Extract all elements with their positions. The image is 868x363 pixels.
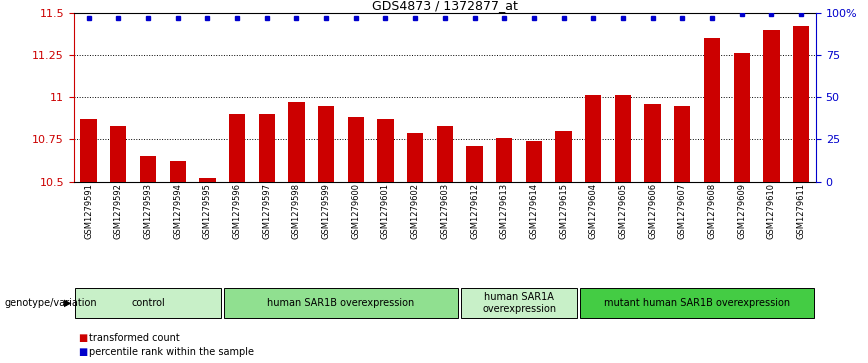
Text: GSM1279613: GSM1279613 bbox=[500, 183, 509, 240]
Text: GSM1279601: GSM1279601 bbox=[381, 183, 390, 239]
Text: percentile rank within the sample: percentile rank within the sample bbox=[89, 347, 254, 357]
Text: human SAR1A
overexpression: human SAR1A overexpression bbox=[482, 292, 556, 314]
Bar bbox=[288, 102, 305, 182]
Text: GSM1279594: GSM1279594 bbox=[174, 183, 182, 239]
Text: genotype/variation: genotype/variation bbox=[4, 298, 97, 308]
Bar bbox=[229, 114, 246, 182]
Text: GSM1279615: GSM1279615 bbox=[559, 183, 568, 239]
Text: ■: ■ bbox=[78, 347, 88, 357]
Text: GSM1279599: GSM1279599 bbox=[322, 183, 331, 239]
Text: GSM1279612: GSM1279612 bbox=[470, 183, 479, 239]
Text: GSM1279595: GSM1279595 bbox=[203, 183, 212, 239]
Text: GSM1279605: GSM1279605 bbox=[619, 183, 628, 239]
Text: GSM1279610: GSM1279610 bbox=[767, 183, 776, 239]
Bar bbox=[615, 95, 631, 182]
Text: GSM1279603: GSM1279603 bbox=[440, 183, 450, 240]
Text: transformed count: transformed count bbox=[89, 333, 181, 343]
Text: GSM1279591: GSM1279591 bbox=[84, 183, 93, 239]
Bar bbox=[526, 141, 542, 182]
Bar bbox=[199, 178, 215, 182]
FancyBboxPatch shape bbox=[224, 288, 458, 318]
Text: control: control bbox=[131, 298, 165, 308]
Bar bbox=[585, 95, 602, 182]
FancyBboxPatch shape bbox=[461, 288, 577, 318]
Text: GSM1279607: GSM1279607 bbox=[678, 183, 687, 240]
Text: GSM1279609: GSM1279609 bbox=[737, 183, 746, 239]
Bar bbox=[81, 119, 97, 182]
Bar bbox=[556, 131, 572, 182]
Bar bbox=[466, 146, 483, 182]
Title: GDS4873 / 1372877_at: GDS4873 / 1372877_at bbox=[372, 0, 518, 12]
Text: ▶: ▶ bbox=[64, 298, 71, 308]
Text: GSM1279592: GSM1279592 bbox=[114, 183, 122, 239]
Bar bbox=[763, 29, 779, 181]
Text: GSM1279597: GSM1279597 bbox=[262, 183, 271, 239]
Bar bbox=[792, 26, 809, 182]
Text: GSM1279604: GSM1279604 bbox=[589, 183, 598, 239]
Bar bbox=[496, 138, 512, 182]
Bar bbox=[644, 104, 661, 182]
Text: GSM1279606: GSM1279606 bbox=[648, 183, 657, 240]
Text: GSM1279614: GSM1279614 bbox=[529, 183, 538, 239]
Bar bbox=[259, 114, 275, 182]
Text: GSM1279593: GSM1279593 bbox=[143, 183, 153, 239]
FancyBboxPatch shape bbox=[580, 288, 814, 318]
Bar bbox=[704, 38, 720, 182]
Text: human SAR1B overexpression: human SAR1B overexpression bbox=[267, 298, 415, 308]
Bar bbox=[169, 161, 186, 182]
Text: GSM1279611: GSM1279611 bbox=[797, 183, 806, 239]
Bar bbox=[318, 106, 334, 182]
Bar bbox=[378, 119, 394, 182]
Text: GSM1279598: GSM1279598 bbox=[292, 183, 301, 239]
Text: mutant human SAR1B overexpression: mutant human SAR1B overexpression bbox=[604, 298, 790, 308]
Bar bbox=[733, 53, 750, 181]
Text: GSM1279608: GSM1279608 bbox=[707, 183, 716, 240]
FancyBboxPatch shape bbox=[76, 288, 220, 318]
Bar bbox=[407, 132, 424, 182]
Bar bbox=[437, 126, 453, 182]
Text: GSM1279600: GSM1279600 bbox=[352, 183, 360, 239]
Bar bbox=[674, 106, 691, 182]
Text: ■: ■ bbox=[78, 333, 88, 343]
Bar bbox=[140, 156, 156, 182]
Bar bbox=[110, 126, 127, 182]
Bar bbox=[347, 117, 364, 182]
Text: GSM1279596: GSM1279596 bbox=[233, 183, 241, 239]
Text: GSM1279602: GSM1279602 bbox=[411, 183, 419, 239]
